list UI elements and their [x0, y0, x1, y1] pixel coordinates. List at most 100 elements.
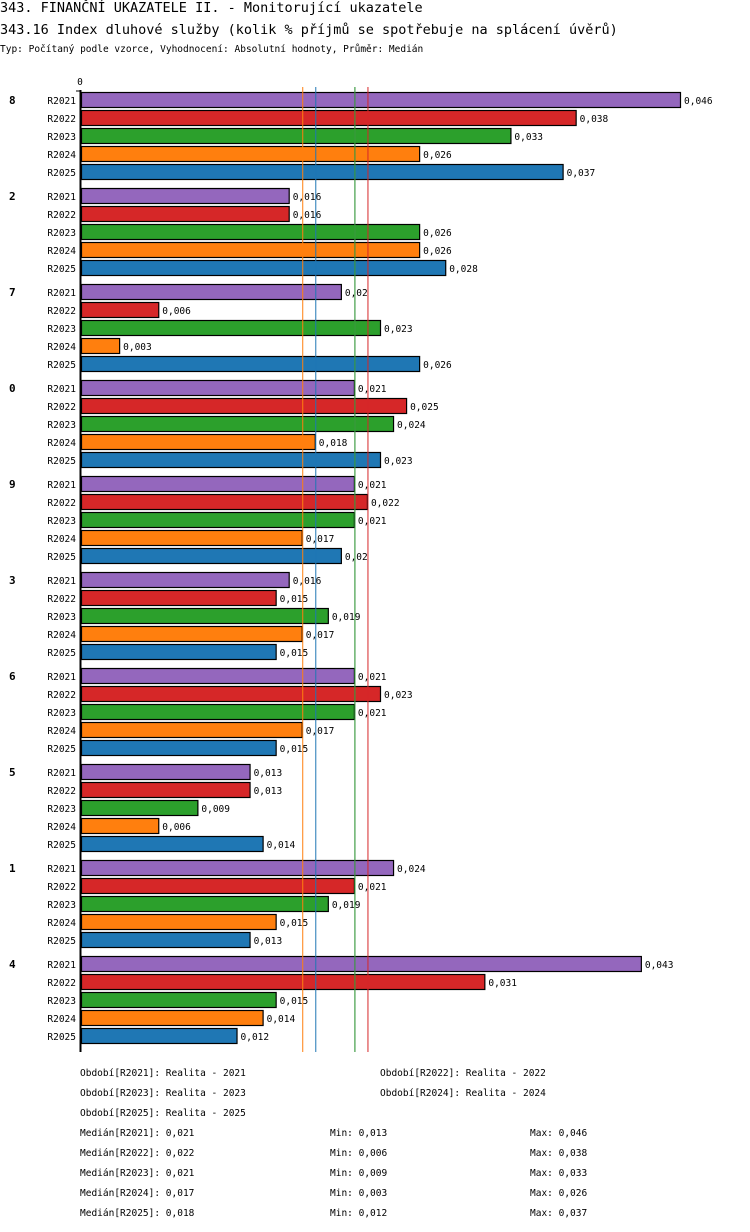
series-label: R2025 — [47, 648, 76, 659]
group-label: 1 — [9, 862, 16, 875]
value-label: 0,022 — [371, 498, 400, 509]
series-label: R2022 — [47, 978, 76, 989]
value-label: 0,019 — [332, 900, 361, 911]
bar-r2021 — [80, 667, 356, 685]
bar-r2023 — [80, 511, 356, 529]
series-label: R2021 — [47, 960, 76, 971]
value-label: 0,013 — [254, 786, 283, 797]
page-title: 343. FINANČNÍ UKAZATELE II. - Monitorují… — [0, 0, 423, 16]
group-label: 3 — [9, 574, 16, 587]
value-label: 0,038 — [580, 114, 609, 125]
series-label: R2025 — [47, 552, 76, 563]
bar-r2025 — [80, 739, 277, 757]
stat-min-r2025: Min: 0,012 — [330, 1208, 388, 1219]
series-label: R2021 — [47, 384, 76, 395]
group-label: 5 — [9, 766, 16, 779]
value-label: 0,023 — [384, 324, 413, 335]
stat-median-r2023: Medián[R2023]: 0,021 — [80, 1168, 195, 1179]
value-label: 0,02 — [345, 288, 368, 299]
value-label: 0,016 — [293, 576, 322, 587]
value-label: 0,031 — [488, 978, 517, 989]
bar-r2022 — [80, 781, 251, 799]
series-label: R2021 — [47, 576, 76, 587]
bar-r2021 — [80, 91, 682, 109]
bar-r2025 — [80, 259, 447, 277]
series-label: R2025 — [47, 168, 76, 179]
value-label: 0,006 — [162, 306, 191, 317]
stat-median-r2021: Medián[R2021]: 0,021 — [80, 1128, 195, 1139]
legend-period-r2023: Období[R2023]: Realita - 2023 — [80, 1088, 246, 1099]
bar-r2022 — [80, 877, 356, 895]
series-label: R2024 — [47, 630, 76, 641]
series-label: R2023 — [47, 420, 76, 431]
value-label: 0,016 — [293, 192, 322, 203]
bar-r2023 — [80, 223, 421, 241]
bar-r2022 — [80, 493, 369, 511]
bar-r2024 — [80, 433, 316, 451]
value-label: 0,017 — [306, 534, 335, 545]
stat-max-r2024: Max: 0,026 — [530, 1188, 588, 1199]
value-label: 0,015 — [280, 744, 309, 755]
value-label: 0,023 — [384, 690, 413, 701]
series-label: R2021 — [47, 768, 76, 779]
bar-r2025 — [80, 931, 251, 949]
group-label: 9 — [9, 478, 16, 491]
bar-r2024 — [80, 721, 303, 739]
stat-min-r2021: Min: 0,013 — [330, 1128, 388, 1139]
series-label: R2023 — [47, 900, 76, 911]
stat-median-r2022: Medián[R2022]: 0,022 — [80, 1148, 195, 1159]
series-label: R2024 — [47, 438, 76, 449]
bar-r2025 — [80, 355, 421, 373]
series-label: R2025 — [47, 264, 76, 275]
series-label: R2024 — [47, 726, 76, 737]
series-label: R2022 — [47, 594, 76, 605]
stat-max-r2021: Max: 0,046 — [530, 1128, 588, 1139]
bar-r2022 — [80, 397, 408, 415]
stat-max-r2023: Max: 0,033 — [530, 1168, 588, 1179]
value-label: 0,015 — [280, 918, 309, 929]
series-label: R2024 — [47, 822, 76, 833]
value-label: 0,02 — [345, 552, 368, 563]
series-label: R2022 — [47, 306, 76, 317]
value-label: 0,014 — [267, 840, 296, 851]
legend-period-r2021: Období[R2021]: Realita - 2021 — [80, 1068, 246, 1079]
series-label: R2021 — [47, 96, 76, 107]
series-label: R2023 — [47, 804, 76, 815]
chart-info: Typ: Počítaný podle vzorce, Vyhodnocení:… — [0, 44, 424, 55]
value-label: 0,013 — [254, 768, 283, 779]
group-label: 6 — [9, 670, 16, 683]
value-label: 0,026 — [423, 228, 452, 239]
value-label: 0,015 — [280, 648, 309, 659]
series-label: R2024 — [47, 534, 76, 545]
series-label: R2023 — [47, 324, 76, 335]
value-label: 0,009 — [201, 804, 230, 815]
series-label: R2022 — [47, 690, 76, 701]
bar-r2024 — [80, 145, 421, 163]
legend-period-r2025: Období[R2025]: Realita - 2025 — [80, 1108, 246, 1119]
stat-min-r2024: Min: 0,003 — [330, 1188, 388, 1199]
value-label: 0,025 — [410, 402, 439, 413]
series-label: R2025 — [47, 360, 76, 371]
value-label: 0,024 — [397, 420, 426, 431]
bar-r2023 — [80, 799, 199, 817]
bar-r2021 — [80, 379, 356, 397]
bar-r2025 — [80, 1027, 238, 1045]
value-label: 0,021 — [358, 672, 387, 683]
series-label: R2022 — [47, 402, 76, 413]
series-label: R2022 — [47, 882, 76, 893]
bar-r2024 — [80, 817, 160, 835]
series-label: R2022 — [47, 114, 76, 125]
group-label: 2 — [9, 190, 16, 203]
value-label: 0,014 — [267, 1014, 296, 1025]
bar-r2023 — [80, 895, 329, 913]
bar-r2021 — [80, 859, 395, 877]
value-label: 0,037 — [567, 168, 596, 179]
bar-r2024 — [80, 1009, 264, 1027]
series-label: R2025 — [47, 936, 76, 947]
series-label: R2025 — [47, 744, 76, 755]
group-label: 0 — [9, 382, 16, 395]
bar-r2025 — [80, 451, 382, 469]
bar-r2024 — [80, 529, 303, 547]
value-label: 0,017 — [306, 630, 335, 641]
